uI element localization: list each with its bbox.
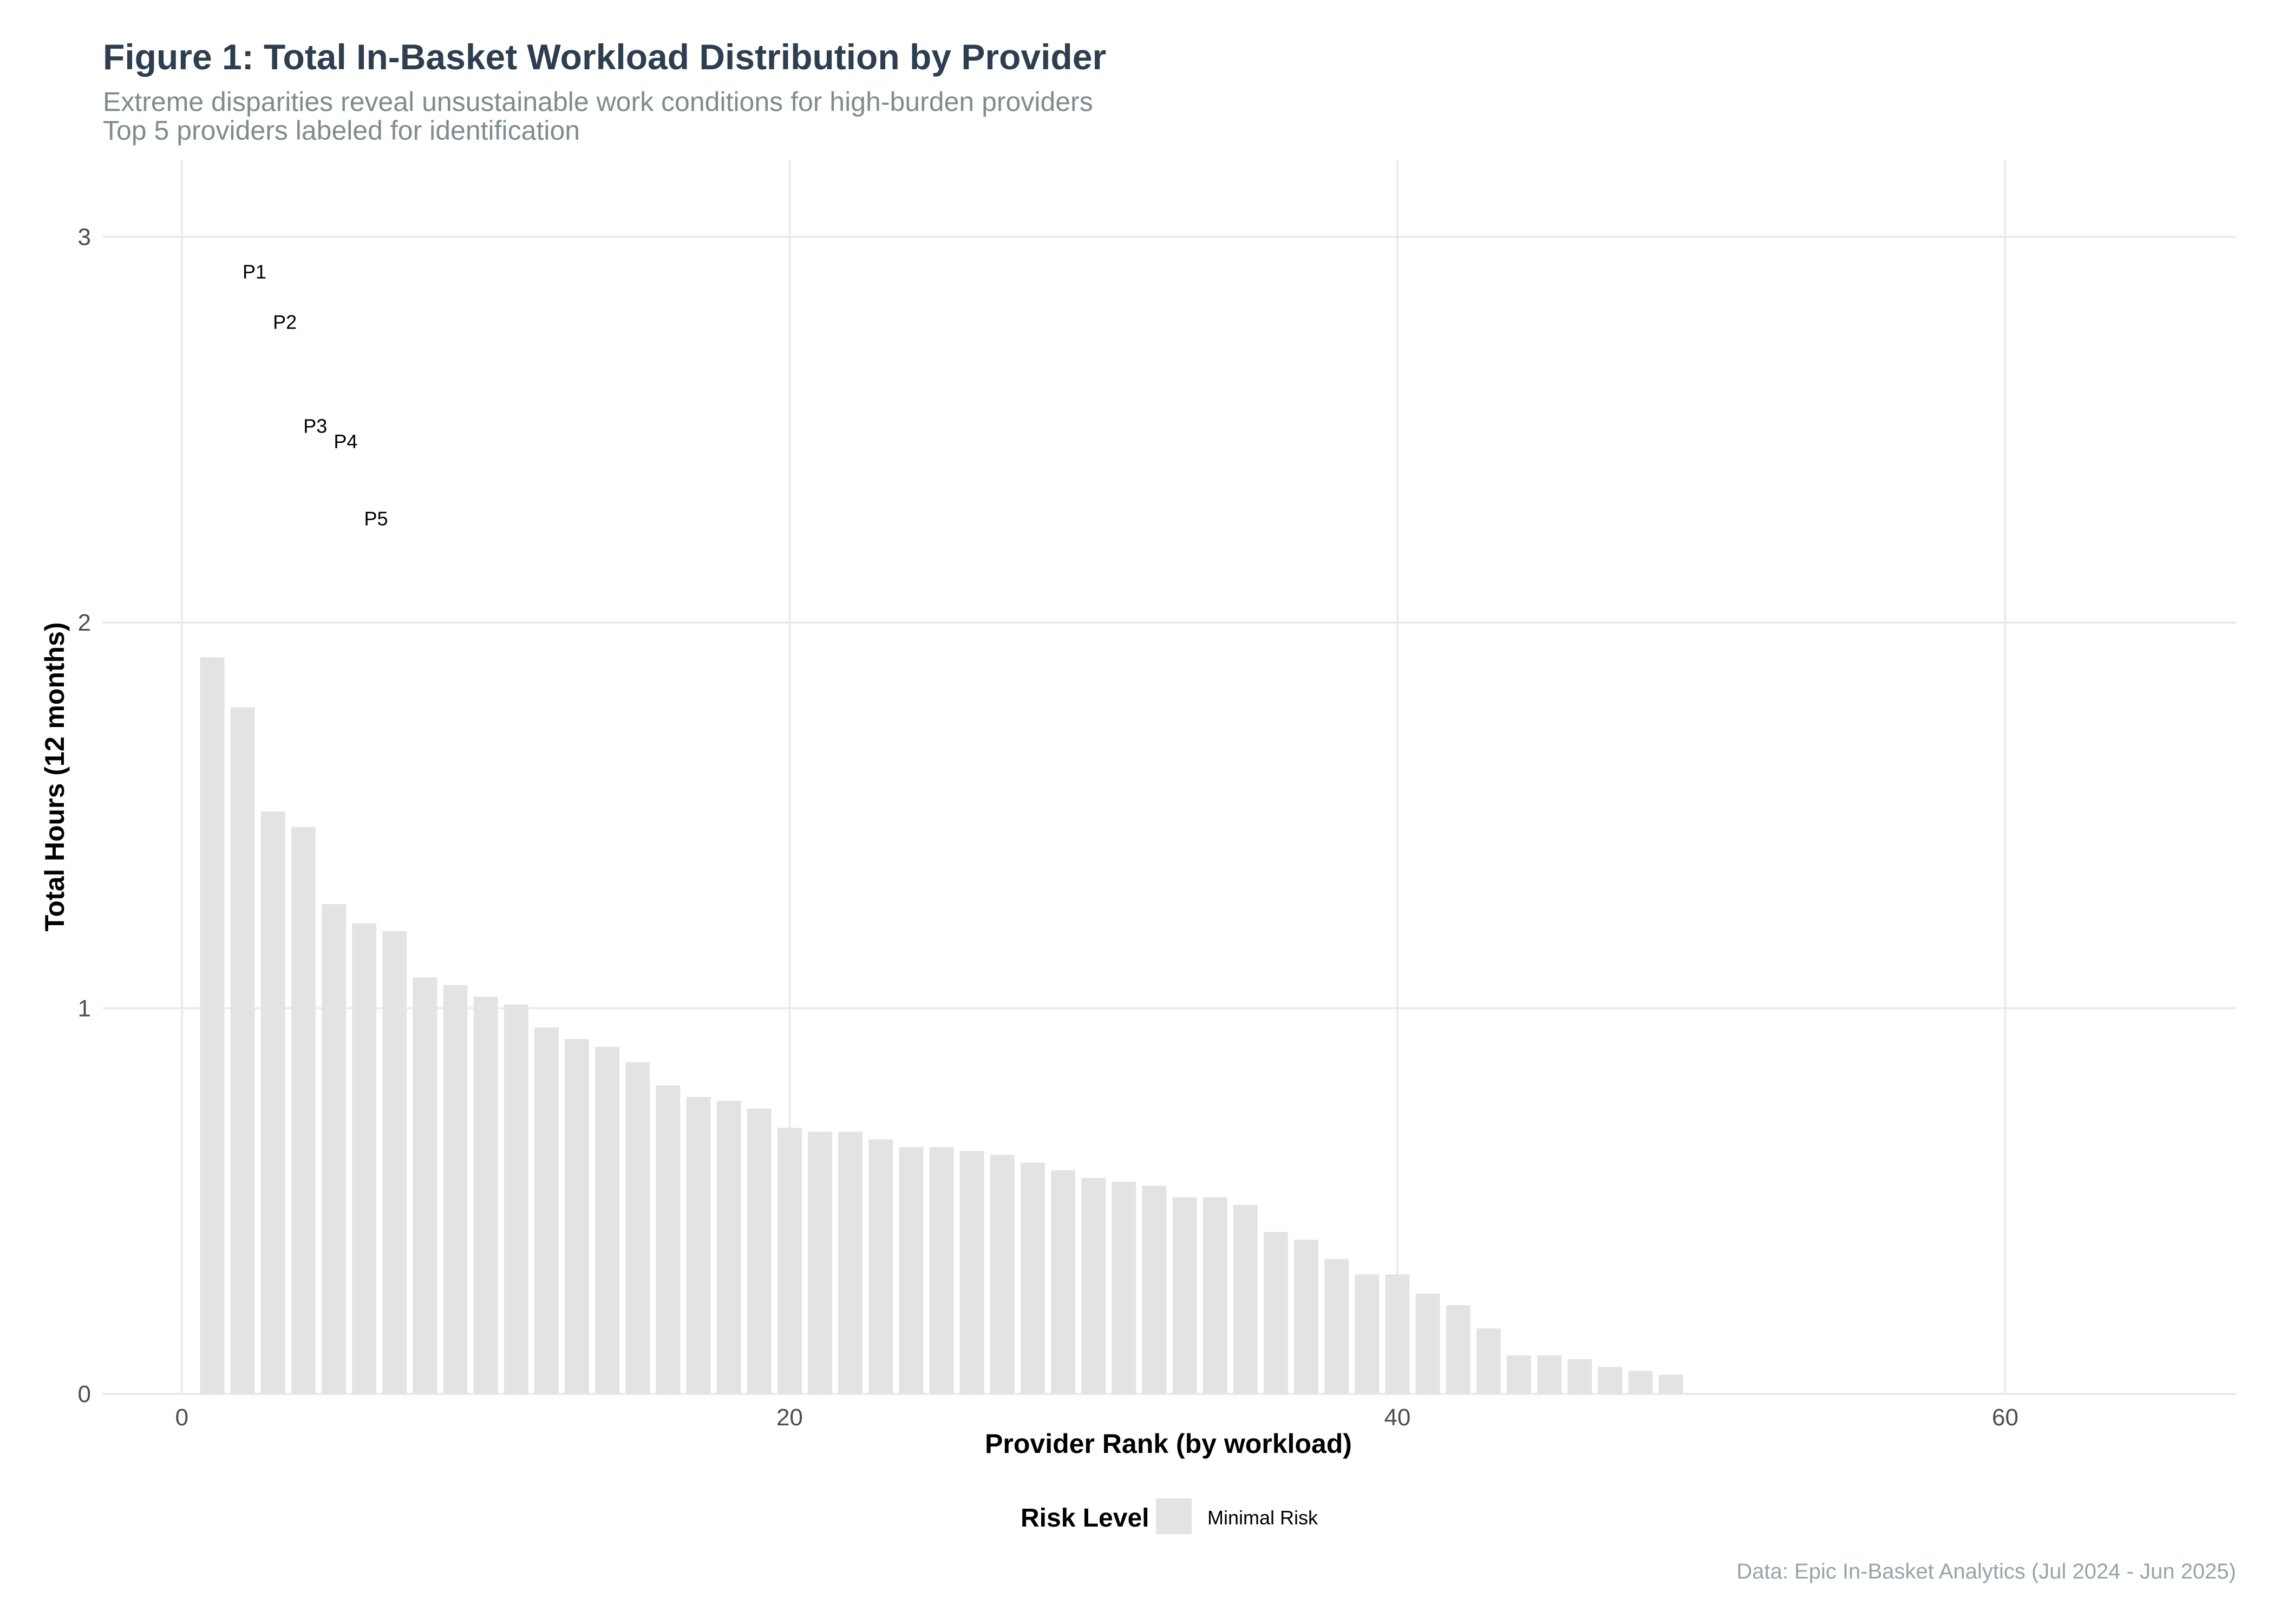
legend-title: Risk Level [1021, 1504, 1149, 1533]
bar-provider-29 [1051, 1170, 1076, 1394]
y-tick-label-3: 3 [78, 224, 91, 251]
bar-provider-9 [443, 985, 468, 1394]
x-axis-ticks: 0 20 40 60 [175, 1404, 2018, 1431]
x-tick-label-2: 40 [1384, 1404, 1410, 1431]
bar-provider-46 [1567, 1359, 1592, 1394]
bar-provider-10 [473, 997, 498, 1394]
bar-provider-20 [777, 1128, 802, 1394]
bar-provider-35 [1233, 1204, 1258, 1394]
x-tick-label-0: 0 [175, 1404, 188, 1431]
chart-subtitle-line-2: Top 5 providers labeled for identificati… [103, 115, 580, 146]
x-axis-title: Provider Rank (by workload) [985, 1429, 1352, 1459]
provider-label-p1: P1 [243, 261, 266, 283]
bar-provider-39 [1355, 1274, 1380, 1394]
bar-provider-16 [656, 1085, 681, 1394]
bar-provider-13 [565, 1039, 590, 1394]
y-tick-label-1: 1 [78, 996, 91, 1022]
bar-provider-47 [1598, 1367, 1623, 1394]
provider-label-p2: P2 [273, 311, 297, 333]
bar-provider-25 [929, 1147, 954, 1394]
bar-provider-34 [1203, 1197, 1227, 1394]
bar-provider-18 [716, 1101, 741, 1394]
provider-labels: P1 P2 P3 P4 P5 [243, 261, 388, 530]
provider-label-p4: P4 [334, 430, 357, 453]
bar-provider-44 [1506, 1355, 1531, 1394]
provider-label-p5: P5 [364, 508, 388, 530]
legend: Risk Level Minimal Risk [1021, 1498, 1318, 1534]
bar-provider-43 [1476, 1328, 1501, 1394]
bar-provider-14 [595, 1046, 620, 1394]
bar-provider-1 [200, 657, 225, 1394]
bar-provider-41 [1415, 1293, 1440, 1394]
bar-provider-22 [838, 1131, 863, 1394]
chart-subtitle-line-1: Extreme disparities reveal unsustainable… [103, 87, 1093, 117]
bar-provider-8 [413, 977, 437, 1394]
bars [200, 657, 1683, 1394]
bar-provider-40 [1385, 1274, 1410, 1394]
x-tick-label-3: 60 [1992, 1404, 2018, 1431]
bar-provider-32 [1142, 1186, 1167, 1394]
bar-provider-26 [959, 1151, 984, 1394]
bar-provider-3 [260, 811, 285, 1394]
bar-provider-12 [534, 1027, 559, 1394]
bar-provider-17 [686, 1097, 711, 1394]
bar-provider-33 [1172, 1197, 1197, 1394]
bar-provider-5 [322, 904, 347, 1394]
bar-provider-45 [1537, 1355, 1562, 1394]
bar-provider-21 [808, 1131, 833, 1394]
bar-provider-48 [1628, 1371, 1653, 1394]
y-axis-ticks: 0 1 2 3 [78, 224, 91, 1408]
bar-provider-24 [899, 1147, 924, 1394]
bar-provider-38 [1324, 1259, 1349, 1394]
x-tick-label-1: 20 [776, 1404, 803, 1431]
y-tick-label-2: 2 [78, 610, 91, 636]
bar-provider-4 [291, 827, 316, 1394]
bar-provider-23 [868, 1139, 893, 1394]
bar-provider-49 [1658, 1374, 1683, 1394]
chart-caption: Data: Epic In-Basket Analytics (Jul 2024… [1736, 1560, 2236, 1583]
bar-provider-15 [625, 1062, 650, 1394]
legend-swatch-minimal-risk [1156, 1498, 1192, 1534]
bar-provider-2 [230, 707, 255, 1394]
bar-provider-36 [1263, 1232, 1288, 1394]
bar-provider-7 [382, 931, 407, 1394]
bar-provider-37 [1294, 1240, 1319, 1394]
bar-provider-28 [1020, 1162, 1045, 1394]
bar-provider-11 [504, 1004, 528, 1394]
bar-provider-31 [1112, 1182, 1136, 1394]
y-axis-title: Total Hours (12 months) [40, 622, 70, 931]
bar-provider-27 [990, 1155, 1015, 1394]
bar-provider-30 [1081, 1178, 1106, 1394]
bar-provider-6 [352, 923, 377, 1394]
legend-label-minimal-risk: Minimal Risk [1207, 1507, 1318, 1529]
provider-label-p3: P3 [303, 415, 327, 437]
y-tick-label-0: 0 [78, 1381, 91, 1407]
chart-title: Figure 1: Total In-Basket Workload Distr… [103, 37, 1106, 77]
bar-provider-42 [1446, 1305, 1471, 1394]
bar-provider-19 [747, 1108, 772, 1394]
